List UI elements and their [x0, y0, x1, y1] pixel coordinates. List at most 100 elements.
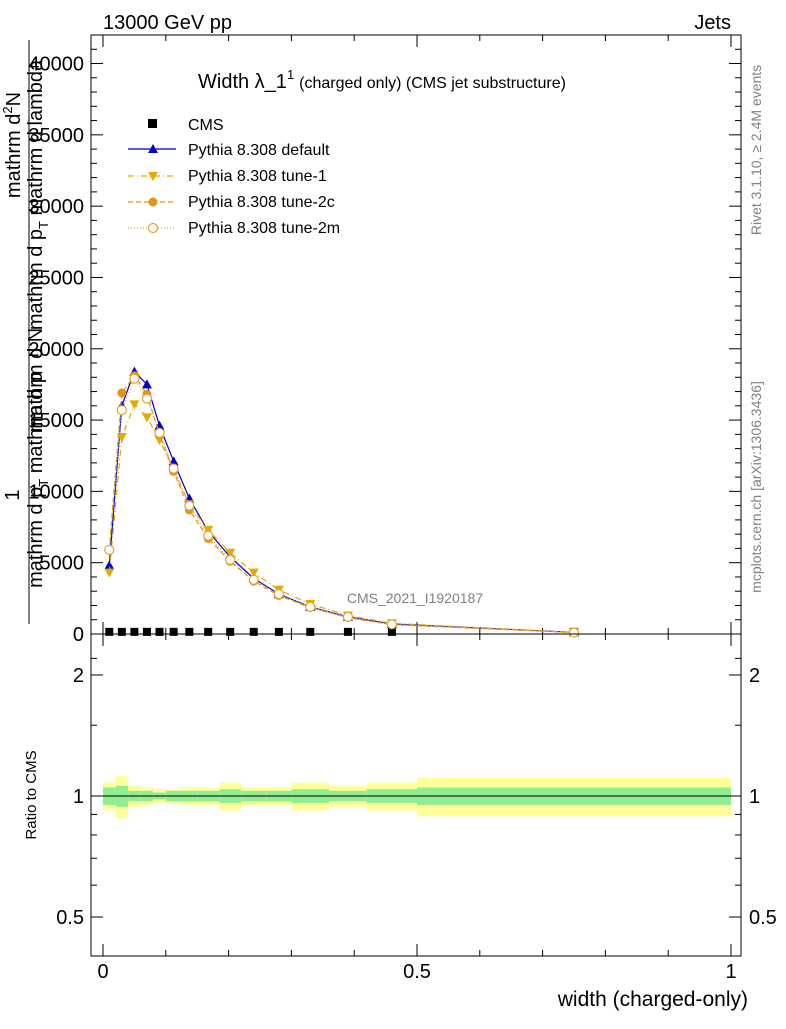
series-default — [104, 366, 579, 637]
chart-title: Width λ_11 (charged only) (CMS jet substr… — [198, 67, 566, 93]
ratio-ytick-label-right: 0.5 — [749, 907, 777, 929]
ratio-x-axis: 0 0.5 1 — [97, 634, 737, 983]
point-tune2m — [168, 463, 179, 474]
title-rest: (charged only) (CMS jet substructure) — [299, 75, 566, 92]
main-ytick-label: 0 — [73, 624, 84, 646]
main-ytick-label: 20000 — [28, 339, 84, 361]
ylabel-den-a: mathrm d p — [25, 487, 47, 588]
cms-point — [226, 627, 235, 636]
ylabel-right-sup: 2 — [0, 106, 15, 113]
ylabel-one: 1 — [2, 489, 24, 500]
main-ytick-label: 5000 — [40, 553, 85, 575]
x-tick-label: 0 — [97, 961, 108, 983]
mcplots-label: mcplots.cern.ch [arXiv:1306.3436] — [748, 381, 764, 593]
point-tune1 — [104, 568, 115, 578]
point-tune2m — [104, 544, 115, 555]
series-line-tune2c — [108, 374, 575, 634]
point-tune2m — [568, 627, 580, 638]
point-default — [104, 560, 115, 570]
series-tune2c — [104, 371, 579, 638]
point-tune2m — [184, 500, 195, 511]
legend-label-cms: CMS — [188, 117, 224, 134]
ylabel-den-rest: mathrm d p — [25, 372, 47, 479]
ylabel-right-den-sub: T — [36, 221, 51, 229]
legend-marker-tune2c — [148, 197, 158, 207]
point-default — [141, 379, 152, 389]
legend-label-default: Pythia 8.308 default — [188, 142, 330, 159]
cms-point — [204, 627, 213, 636]
series-layer — [104, 366, 580, 638]
legend-marker-tune1 — [148, 172, 158, 181]
point-tune2c — [117, 388, 127, 398]
point-tune1 — [203, 525, 214, 535]
point-tune2m — [116, 404, 127, 416]
legend-label-tune2c: Pythia 8.308 tune-2c — [188, 194, 335, 211]
cms-point — [117, 627, 126, 636]
x-tick-label: 0.5 — [403, 961, 431, 983]
main-ytick-label: 40000 — [28, 54, 84, 76]
ylabel-right-num-b: N — [3, 92, 25, 106]
ylabel-fraction: mathrm d N — [25, 328, 47, 432]
point-tune2m — [248, 574, 259, 585]
legend-item-cms: CMS — [148, 117, 224, 134]
ratio-y-axis: 0.5 0.5 1 1 2 2 — [56, 657, 777, 929]
cms-point — [105, 627, 114, 636]
ylabel-den: mathrm d pT mathrm d p — [25, 372, 51, 588]
ratio-ytick-label-right: 2 — [749, 665, 760, 687]
ratio-ytick-label: 0.5 — [56, 907, 84, 929]
x-tick-label: 1 — [725, 961, 736, 983]
cms-point — [155, 627, 164, 636]
rivet-version-label: Rivet 3.1.10, ≥ 2.4M events — [748, 65, 764, 235]
ratio-ytick-label: 1 — [73, 786, 84, 808]
main-plot-panel: 0 5000 10000 15000 20000 25000 30000 35000 40000… — [28, 34, 742, 646]
ratio-bands — [103, 776, 731, 819]
legend-label-tune1: Pythia 8.308 tune-1 — [188, 168, 327, 185]
series-line-tune1 — [108, 403, 575, 634]
legend-item-default: Pythia 8.308 default — [128, 142, 330, 159]
point-tune2m — [342, 611, 354, 622]
main-y-axis-label: 1 mathrm d N mathrm d pT mathrm d p math… — [0, 40, 51, 624]
ylabel-right-den-rest: mathrm d lambda — [25, 59, 47, 221]
point-tune2m — [273, 588, 284, 600]
series-tune2m — [104, 373, 580, 638]
ylabel-right-num-a: mathrm d — [3, 114, 25, 198]
point-tune2m — [225, 554, 236, 565]
ratio-plot-panel: 0.5 0.51 12 2 0 0.5 1 — [56, 633, 777, 983]
cms-point — [387, 627, 396, 636]
cms-point — [343, 627, 352, 636]
main-ytick-label: 35000 — [28, 125, 84, 147]
series-line-default — [108, 370, 575, 633]
cms-point — [169, 627, 178, 636]
point-tune2m — [154, 427, 165, 439]
title-sup: 1 — [287, 67, 294, 82]
legend-item-tune1: Pythia 8.308 tune-1 — [128, 168, 327, 185]
legend-marker-default — [148, 144, 158, 153]
ylabel-right-num: mathrm d2N — [0, 92, 25, 198]
series-tune1 — [104, 400, 579, 638]
point-tune1 — [248, 568, 259, 578]
ratio-ytick-label: 2 — [73, 665, 84, 687]
legend-item-tune2m: Pythia 8.308 tune-2m — [128, 220, 340, 237]
legend-marker-cms — [148, 119, 157, 128]
main-ytick-label: 25000 — [28, 267, 84, 289]
point-tune2m — [386, 619, 397, 630]
cms-point — [306, 627, 315, 636]
point-tune2m — [203, 530, 214, 541]
main-y-axis: 0 5000 10000 15000 20000 25000 30000 35000 40000 — [28, 48, 741, 646]
ratio-y-axis-label: Ratio to CMS — [23, 750, 40, 839]
legend: CMS Pythia 8.308 default Pythia 8.308 tu… — [128, 117, 340, 237]
main-ytick-label: 10000 — [28, 481, 84, 503]
main-ytick-label: 15000 — [28, 410, 84, 432]
point-tune1 — [141, 413, 152, 423]
ratio-ytick-label-right: 1 — [749, 786, 760, 808]
ratio-plot-frame — [90, 633, 742, 957]
cms-point — [274, 627, 283, 636]
ylabel-right-den: mathrm d pT mathrm d lambda — [25, 59, 51, 330]
ylabel-den-sub: T — [36, 479, 51, 487]
ylabel-num: mathrm d N — [25, 328, 47, 432]
series-line-tune2m — [108, 377, 575, 634]
ylabel-right-den-a: mathrm d p — [25, 229, 47, 330]
legend-item-tune2c: Pythia 8.308 tune-2c — [128, 194, 335, 211]
cms-point — [130, 627, 139, 636]
header-right-label: Jets — [694, 12, 731, 34]
